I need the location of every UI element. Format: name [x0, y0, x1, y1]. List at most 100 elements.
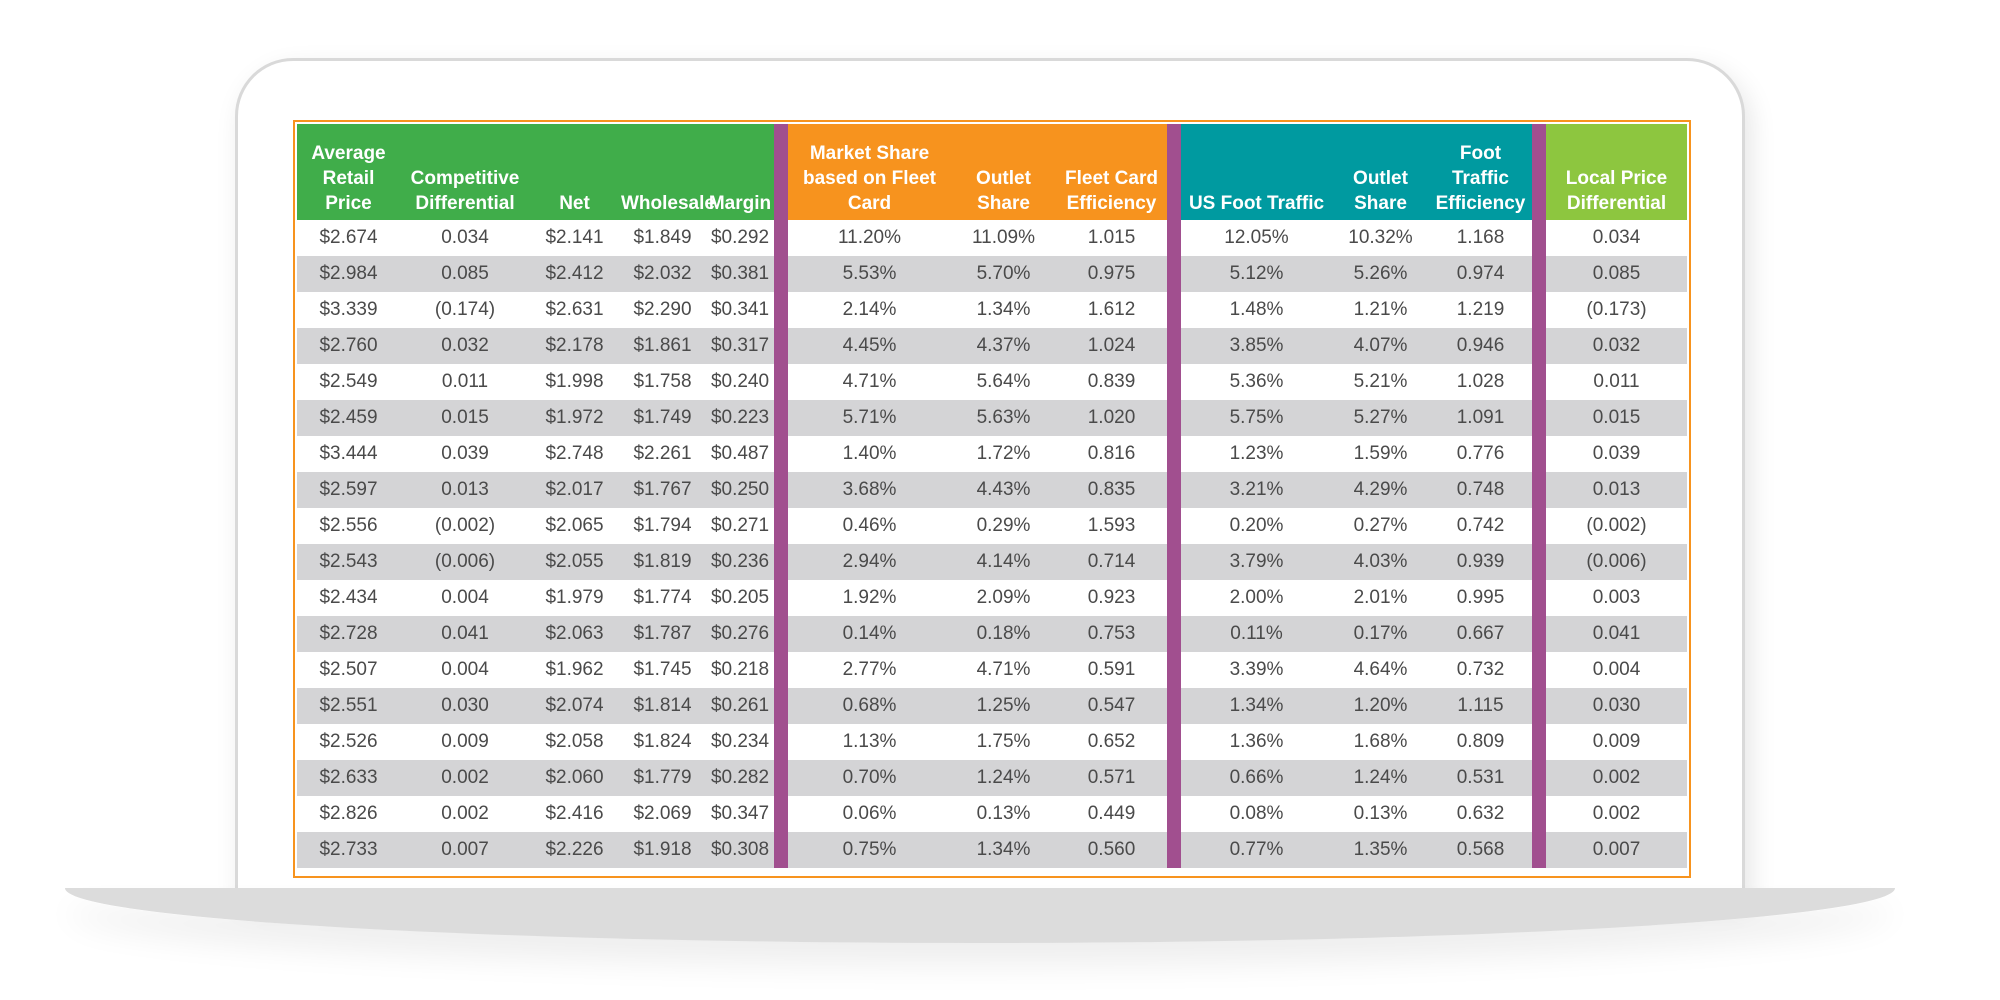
cell-competitive-differential: 0.032: [400, 328, 530, 364]
cell-market-share-fleet-card: 0.68%: [788, 688, 951, 724]
table-row: $2.543 (0.006) $2.055 $1.819 $0.236 2.94% 4.14…: [297, 544, 1687, 580]
cell-outlet-share: 1.25%: [951, 688, 1056, 724]
cell-us-foot-traffic: 0.08%: [1181, 796, 1332, 832]
column-separator: [1167, 220, 1181, 256]
column-separator: [1167, 472, 1181, 508]
table-header-row: Average Retail Price Competitive Differe…: [297, 124, 1687, 220]
cell-wholesale: $1.758: [619, 364, 706, 400]
cell-fleet-card-efficiency: 0.547: [1056, 688, 1167, 724]
cell-net: $2.748: [530, 436, 619, 472]
cell-outlet-share-traffic: 0.27%: [1332, 508, 1429, 544]
header-outlet-share-traffic: Outlet Share: [1332, 124, 1429, 220]
cell-us-foot-traffic: 3.79%: [1181, 544, 1332, 580]
cell-outlet-share-traffic: 4.64%: [1332, 652, 1429, 688]
column-separator: [774, 724, 788, 760]
column-separator: [1532, 616, 1546, 652]
cell-competitive-differential: 0.039: [400, 436, 530, 472]
cell-market-share-fleet-card: 4.45%: [788, 328, 951, 364]
cell-us-foot-traffic: 2.00%: [1181, 580, 1332, 616]
cell-local-price-differential: 0.009: [1546, 724, 1687, 760]
column-separator: [1532, 364, 1546, 400]
cell-average-retail-price: $3.339: [297, 292, 400, 328]
cell-competitive-differential: 0.013: [400, 472, 530, 508]
cell-fleet-card-efficiency: 0.816: [1056, 436, 1167, 472]
table-row: $2.556 (0.002) $2.065 $1.794 $0.271 0.46% 0.29…: [297, 508, 1687, 544]
table-row: $2.549 0.011 $1.998 $1.758 $0.240 4.71% 5.64% 0…: [297, 364, 1687, 400]
column-separator: [774, 796, 788, 832]
cell-competitive-differential: (0.006): [400, 544, 530, 580]
cell-wholesale: $2.032: [619, 256, 706, 292]
column-separator: [774, 292, 788, 328]
column-separator: [1167, 832, 1181, 868]
cell-outlet-share-traffic: 5.21%: [1332, 364, 1429, 400]
cell-local-price-differential: (0.002): [1546, 508, 1687, 544]
column-separator: [1167, 544, 1181, 580]
cell-average-retail-price: $2.507: [297, 652, 400, 688]
column-separator: [774, 760, 788, 796]
table-row: $2.459 0.015 $1.972 $1.749 $0.223 5.71% 5.63% 1…: [297, 400, 1687, 436]
cell-local-price-differential: (0.006): [1546, 544, 1687, 580]
cell-outlet-share-traffic: 4.29%: [1332, 472, 1429, 508]
cell-market-share-fleet-card: 1.92%: [788, 580, 951, 616]
cell-average-retail-price: $2.984: [297, 256, 400, 292]
column-separator: [1532, 436, 1546, 472]
cell-fleet-card-efficiency: 1.015: [1056, 220, 1167, 256]
column-separator: [1532, 796, 1546, 832]
cell-market-share-fleet-card: 0.06%: [788, 796, 951, 832]
cell-foot-traffic-efficiency: 0.809: [1429, 724, 1532, 760]
column-separator: [774, 652, 788, 688]
cell-us-foot-traffic: 3.85%: [1181, 328, 1332, 364]
cell-us-foot-traffic: 5.36%: [1181, 364, 1332, 400]
column-separator: [1532, 124, 1546, 220]
cell-net: $2.058: [530, 724, 619, 760]
cell-foot-traffic-efficiency: 0.748: [1429, 472, 1532, 508]
column-separator: [1532, 328, 1546, 364]
table-row: $2.526 0.009 $2.058 $1.824 $0.234 1.13% 1.75% 0…: [297, 724, 1687, 760]
cell-competitive-differential: 0.004: [400, 652, 530, 688]
cell-competitive-differential: 0.004: [400, 580, 530, 616]
cell-us-foot-traffic: 1.23%: [1181, 436, 1332, 472]
header-fleet-card-efficiency: Fleet Card Efficiency: [1056, 124, 1167, 220]
cell-competitive-differential: 0.007: [400, 832, 530, 868]
column-separator: [1167, 256, 1181, 292]
cell-margin: $0.347: [706, 796, 774, 832]
cell-local-price-differential: 0.030: [1546, 688, 1687, 724]
cell-wholesale: $1.749: [619, 400, 706, 436]
cell-margin: $0.317: [706, 328, 774, 364]
cell-fleet-card-efficiency: 0.835: [1056, 472, 1167, 508]
cell-wholesale: $2.261: [619, 436, 706, 472]
cell-us-foot-traffic: 3.39%: [1181, 652, 1332, 688]
cell-average-retail-price: $2.633: [297, 760, 400, 796]
cell-fleet-card-efficiency: 0.714: [1056, 544, 1167, 580]
column-separator: [1532, 544, 1546, 580]
column-separator: [774, 688, 788, 724]
cell-wholesale: $1.767: [619, 472, 706, 508]
cell-outlet-share: 4.14%: [951, 544, 1056, 580]
cell-foot-traffic-efficiency: 0.568: [1429, 832, 1532, 868]
cell-local-price-differential: 0.015: [1546, 400, 1687, 436]
cell-wholesale: $1.918: [619, 832, 706, 868]
column-separator: [1532, 508, 1546, 544]
cell-us-foot-traffic: 0.77%: [1181, 832, 1332, 868]
cell-wholesale: $2.069: [619, 796, 706, 832]
cell-wholesale: $1.819: [619, 544, 706, 580]
pricing-table: Average Retail Price Competitive Differe…: [297, 124, 1687, 868]
cell-outlet-share: 1.34%: [951, 832, 1056, 868]
cell-local-price-differential: 0.011: [1546, 364, 1687, 400]
cell-average-retail-price: $2.556: [297, 508, 400, 544]
cell-foot-traffic-efficiency: 1.091: [1429, 400, 1532, 436]
cell-net: $1.979: [530, 580, 619, 616]
cell-us-foot-traffic: 0.20%: [1181, 508, 1332, 544]
cell-fleet-card-efficiency: 0.839: [1056, 364, 1167, 400]
cell-fleet-card-efficiency: 1.593: [1056, 508, 1167, 544]
header-wholesale: Wholesale: [619, 124, 715, 220]
header-foot-traffic-efficiency: Foot Traffic Efficiency: [1429, 124, 1532, 220]
cell-net: $2.631: [530, 292, 619, 328]
cell-wholesale: $1.779: [619, 760, 706, 796]
cell-outlet-share: 1.72%: [951, 436, 1056, 472]
cell-competitive-differential: 0.041: [400, 616, 530, 652]
cell-outlet-share: 4.43%: [951, 472, 1056, 508]
cell-outlet-share-traffic: 4.07%: [1332, 328, 1429, 364]
column-separator: [1167, 580, 1181, 616]
